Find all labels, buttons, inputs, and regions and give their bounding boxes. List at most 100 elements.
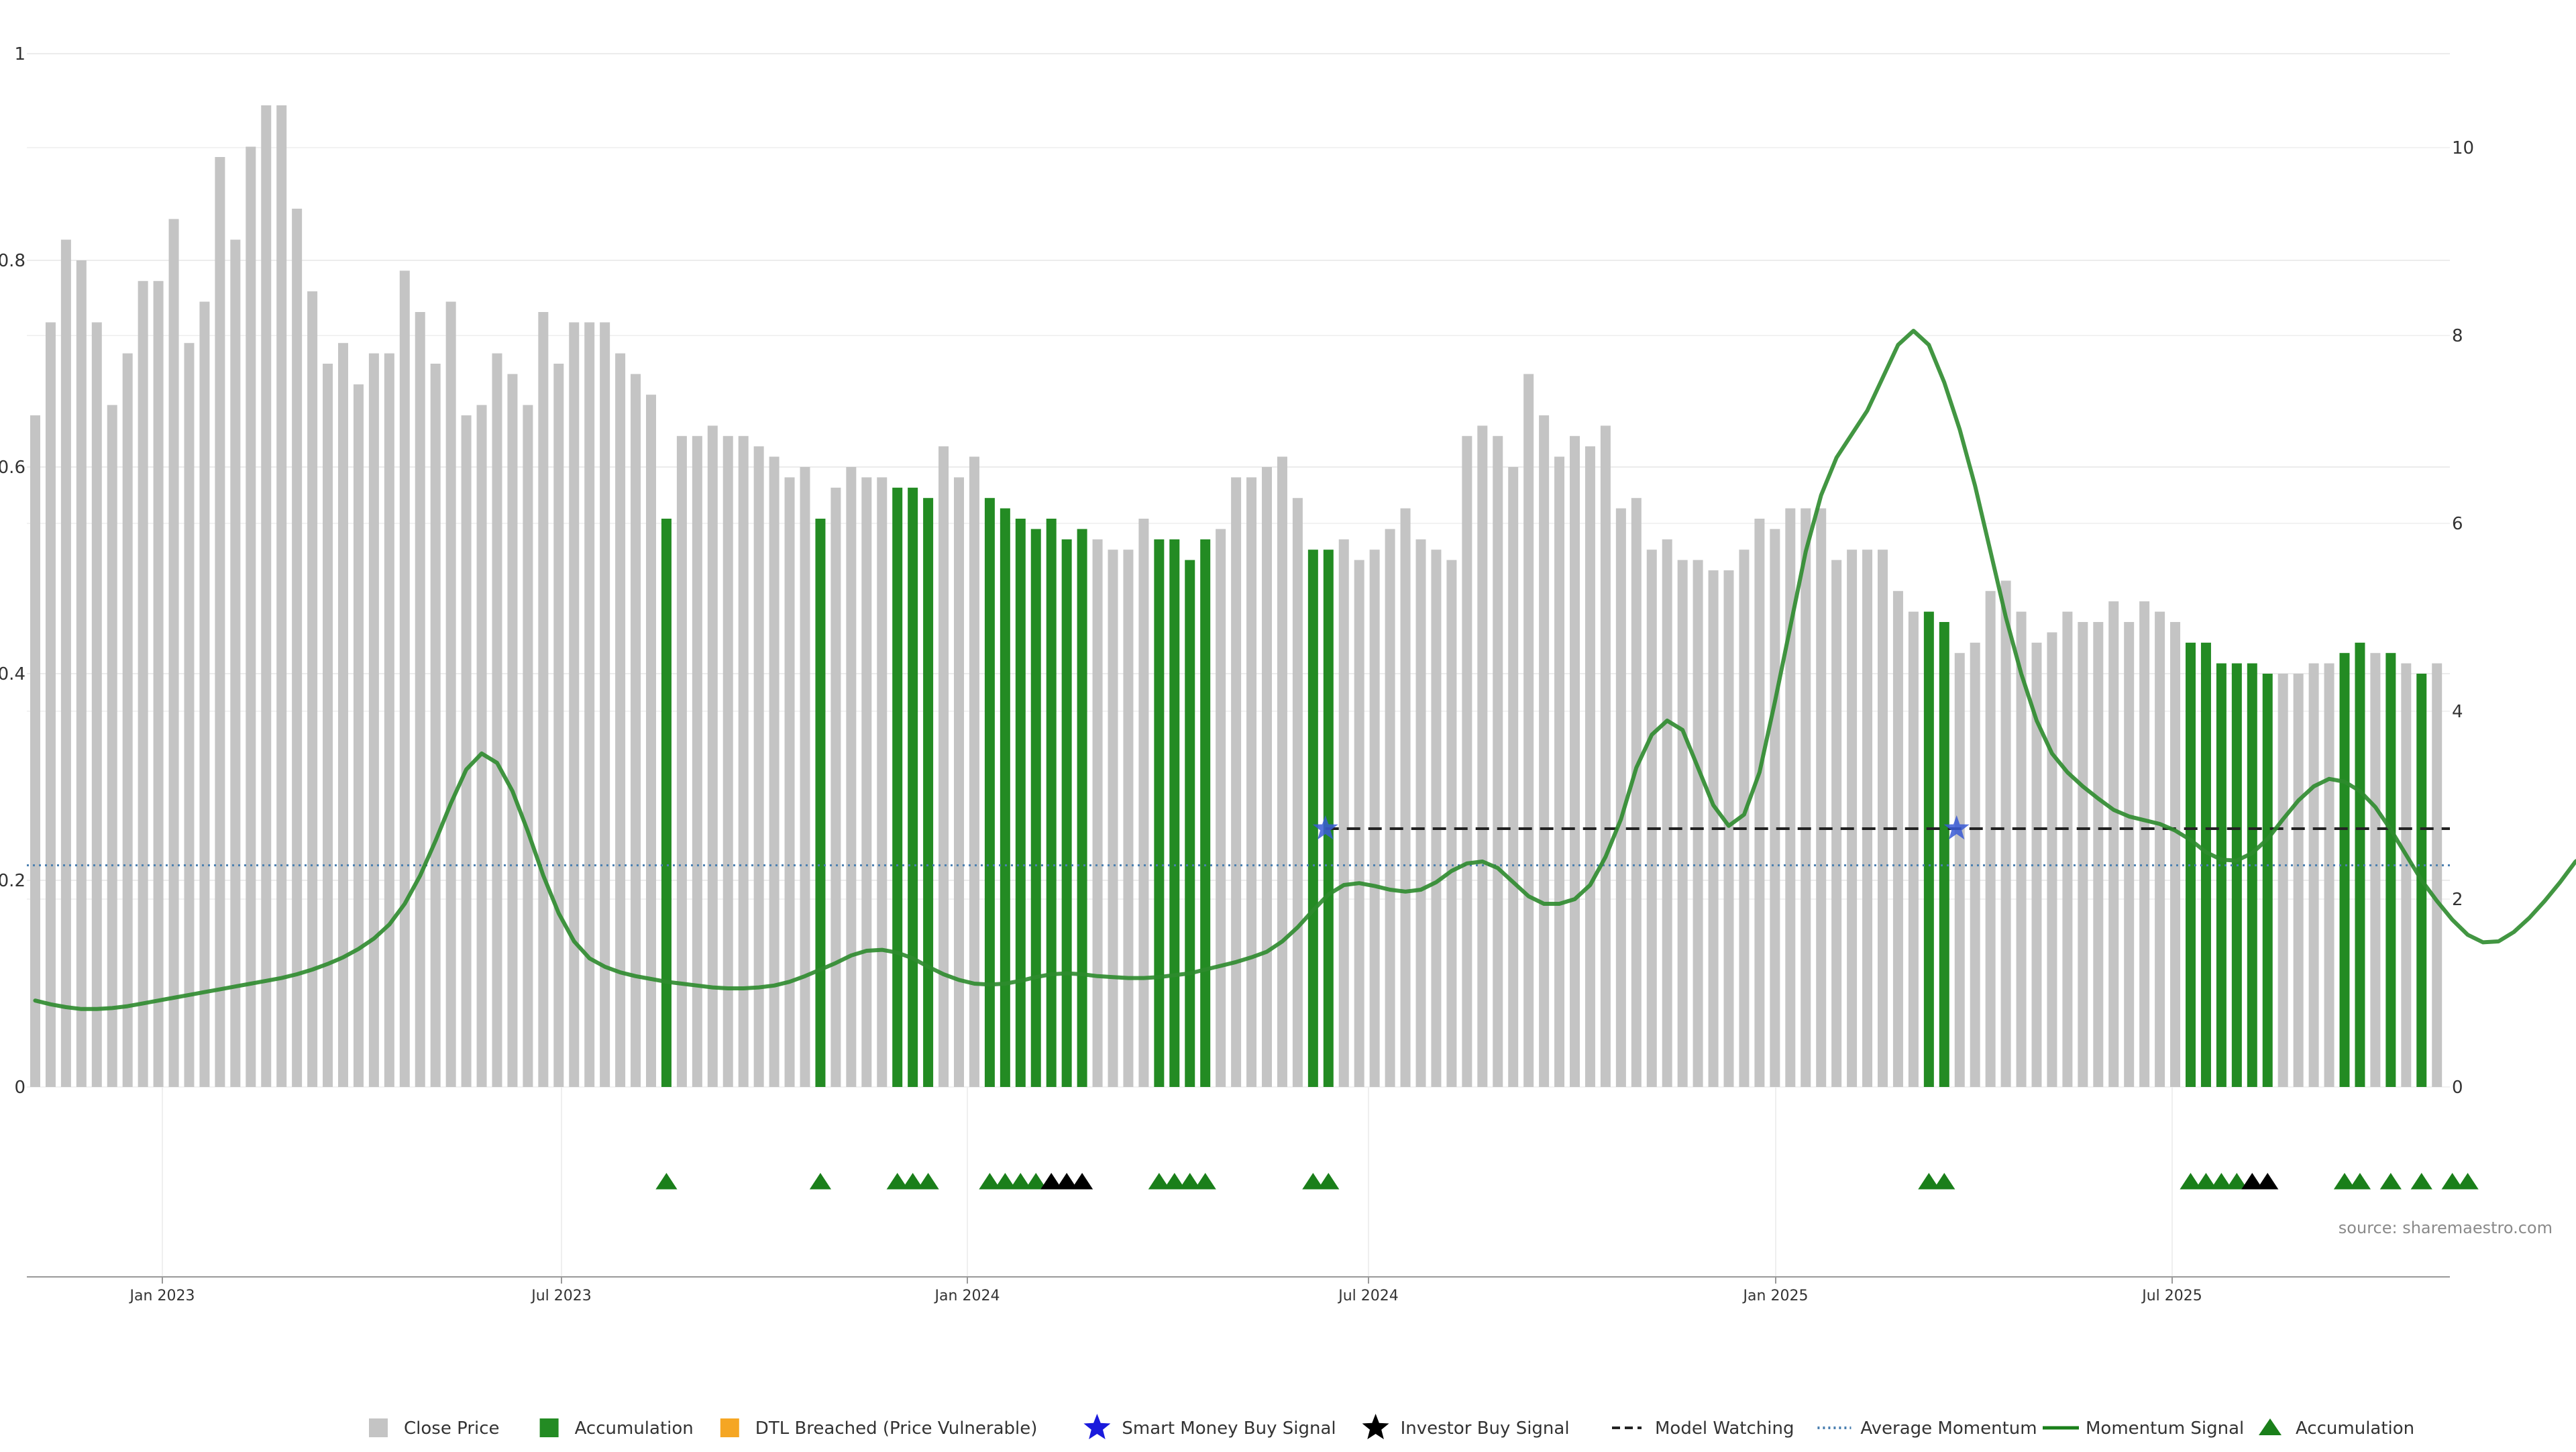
close-price-bar — [1385, 529, 1395, 1087]
close-price-bar — [769, 457, 780, 1087]
close-price-bar — [1585, 446, 1595, 1087]
close-price-bar — [1616, 509, 1626, 1087]
legend-swatch — [720, 1418, 739, 1437]
close-price-bar — [1847, 550, 1857, 1087]
close-price-bar — [1724, 570, 1734, 1087]
close-price-bar — [1554, 457, 1564, 1087]
legend-label: Close Price — [404, 1418, 500, 1439]
close-price-bar — [338, 343, 348, 1087]
close-price-bar — [1416, 539, 1426, 1087]
close-price-bar — [846, 467, 856, 1087]
accumulation-bar — [2247, 664, 2257, 1087]
accumulation-bar — [2385, 653, 2396, 1087]
close-price-bar — [1601, 425, 1611, 1087]
accumulation-marker — [918, 1173, 939, 1190]
close-price-bar — [230, 240, 240, 1087]
close-price-bar — [523, 405, 533, 1087]
y-right-tick-label: 6 — [2452, 514, 2463, 534]
accumulation-bar — [1031, 529, 1041, 1087]
accumulation-bar — [661, 519, 672, 1087]
close-price-bar — [1862, 550, 1872, 1087]
close-price-bar — [692, 436, 702, 1087]
close-price-bar — [2432, 664, 2442, 1087]
accumulation-bar — [1185, 560, 1195, 1087]
close-price-bar — [462, 415, 472, 1087]
close-price-bar — [631, 374, 641, 1087]
close-price-bar — [384, 354, 394, 1087]
accumulation-bar — [815, 519, 825, 1087]
close-price-bar — [1123, 550, 1133, 1087]
accumulation-marker — [1933, 1173, 1955, 1190]
close-price-bar — [1401, 509, 1411, 1087]
y-left-tick-label: 1 — [14, 44, 25, 64]
close-price-bar — [677, 436, 687, 1087]
close-price-bar — [1093, 539, 1103, 1087]
close-price-bar — [2093, 622, 2103, 1087]
close-price-bar — [2001, 580, 2011, 1087]
accumulation-bar — [985, 498, 995, 1087]
x-tick-label: Jul 2025 — [2141, 1288, 2202, 1304]
close-price-bar — [1831, 560, 1841, 1087]
close-price-bar — [938, 446, 949, 1087]
accumulation-bar — [1062, 539, 1072, 1087]
close-price-bar — [184, 343, 195, 1087]
accumulation-bar — [2232, 664, 2242, 1087]
y-right-tick-label: 0 — [2452, 1078, 2463, 1098]
accumulation-bar — [1200, 539, 1210, 1087]
close-price-bar — [2139, 601, 2149, 1087]
close-price-bar — [1138, 519, 1148, 1087]
accumulation-bar — [1924, 612, 1934, 1087]
close-price-bar — [2309, 664, 2319, 1087]
close-price-bar — [615, 354, 625, 1087]
legend-label: Investor Buy Signal — [1401, 1418, 1570, 1439]
x-tick-label: Jul 2023 — [530, 1288, 592, 1304]
accumulation-bar — [1169, 539, 1179, 1087]
close-price-bar — [2062, 612, 2072, 1087]
close-price-bar — [861, 477, 871, 1087]
close-price-bar — [1354, 560, 1364, 1087]
legend-star-icon — [1083, 1414, 1110, 1439]
close-price-bar — [354, 384, 364, 1087]
close-price-bar — [431, 364, 441, 1087]
accumulation-bar — [1939, 622, 1949, 1087]
close-price-bar — [646, 395, 656, 1087]
close-price-bar — [123, 354, 133, 1087]
legend-triangle-icon — [2259, 1418, 2282, 1435]
close-price-bar — [584, 322, 594, 1087]
close-price-bar — [1647, 550, 1657, 1087]
close-price-bar — [1446, 560, 1456, 1087]
close-price-bar — [1754, 519, 1764, 1087]
close-price-bar — [1370, 550, 1380, 1087]
y-left-tick-label: 0 — [14, 1078, 25, 1098]
x-tick-label: Jan 2024 — [934, 1288, 1000, 1304]
close-price-bar — [1631, 498, 1642, 1087]
close-price-bar — [1986, 591, 1996, 1087]
y-left-tick-label: 0.4 — [0, 664, 25, 684]
close-price-bar — [92, 322, 102, 1087]
accumulation-bar — [2216, 664, 2226, 1087]
accumulation-bar — [923, 498, 933, 1087]
close-price-bar — [1339, 539, 1349, 1087]
accumulation-marker — [810, 1173, 831, 1190]
close-price-bar — [1801, 509, 1811, 1087]
close-price-bar — [76, 260, 87, 1087]
legend-label: Model Watching — [1655, 1418, 1794, 1439]
accumulation-marker — [2380, 1173, 2402, 1190]
close-price-bar — [61, 240, 71, 1087]
close-price-bar — [954, 477, 964, 1087]
close-price-bar — [2155, 612, 2165, 1087]
close-price-bar — [446, 302, 456, 1087]
y-right-tick-label: 10 — [2452, 138, 2474, 158]
accumulation-marker — [2411, 1173, 2432, 1190]
accumulation-bar — [1046, 519, 1057, 1087]
close-price-bar — [600, 322, 610, 1087]
close-price-bar — [1662, 539, 1672, 1087]
close-price-bar — [400, 270, 410, 1087]
close-price-bars — [30, 105, 2442, 1087]
x-tick-label: Jan 2025 — [1742, 1288, 1809, 1304]
close-price-bar — [754, 446, 764, 1087]
accumulation-marker — [2349, 1173, 2371, 1190]
close-price-bar — [199, 302, 209, 1087]
close-price-bar — [1570, 436, 1580, 1087]
